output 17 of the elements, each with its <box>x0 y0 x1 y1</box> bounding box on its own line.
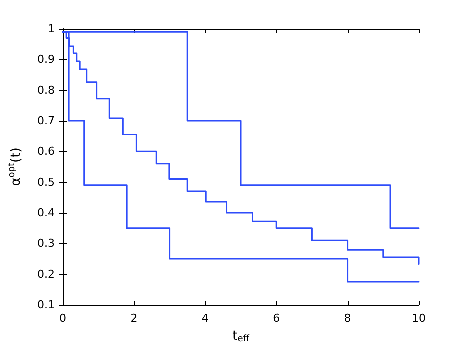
y-tick-label: 0.2 <box>38 268 55 281</box>
y-tick-label: 0.1 <box>38 298 55 312</box>
y-tick-label: 0.9 <box>38 53 55 66</box>
y-tick-label: 0.7 <box>38 114 55 128</box>
x-tick-label: 0 <box>60 312 66 325</box>
y-tick-label: 0.5 <box>38 176 55 189</box>
x-tick-label: 2 <box>130 312 138 325</box>
x-tick-label: 6 <box>273 312 280 325</box>
x-tick-label: 10 <box>412 312 426 325</box>
y-tick-label: 0.8 <box>38 84 55 97</box>
x-tick-label: 4 <box>202 312 209 325</box>
x-tick-label: 8 <box>344 312 352 325</box>
y-axis-title: αopt(t) <box>8 148 24 186</box>
y-tick-label: 0.3 <box>38 237 55 250</box>
y-tick-label: 1 <box>48 22 55 36</box>
y-tick-label: 0.4 <box>38 206 55 220</box>
y-tick-label: 0.6 <box>38 145 55 158</box>
